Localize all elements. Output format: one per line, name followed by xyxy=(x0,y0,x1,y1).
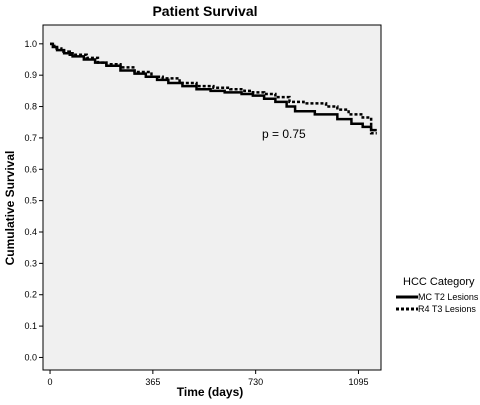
x-tick-label: 365 xyxy=(145,377,160,387)
x-axis-ticks: 0 365 730 1095 xyxy=(48,370,368,387)
chart-title: Patient Survival xyxy=(152,3,257,19)
series-lines xyxy=(50,42,377,135)
legend-label-mc-t2: MC T2 Lesions xyxy=(418,292,479,302)
y-tick-label: 0.5 xyxy=(24,196,37,206)
y-tick-label: 0.2 xyxy=(24,290,37,300)
series-line-mc-t2 xyxy=(50,42,377,132)
y-tick-label: 0.4 xyxy=(24,227,37,237)
y-tick-label: 0.7 xyxy=(24,133,37,143)
y-tick-label: 0.9 xyxy=(24,70,37,80)
y-tick-label: 0.0 xyxy=(24,352,37,362)
y-tick-label: 0.3 xyxy=(24,258,37,268)
x-tick-label: 0 xyxy=(48,377,53,387)
plot-area xyxy=(42,24,382,371)
legend: HCC Category MC T2 Lesions R4 T3 Lesions xyxy=(396,276,479,314)
x-axis-title: Time (days) xyxy=(177,385,243,399)
series-line-r4-t3 xyxy=(50,42,377,135)
y-axis-ticks: 0.0 0.1 0.2 0.3 0.4 0.5 0.6 0.7 0.8 0.9 1.0 xyxy=(24,39,43,362)
y-tick-label: 0.6 xyxy=(24,164,37,174)
x-tick-label: 730 xyxy=(248,377,263,387)
legend-title: HCC Category xyxy=(403,276,475,288)
y-tick-label: 0.8 xyxy=(24,102,37,112)
legend-label-r4-t3: R4 T3 Lesions xyxy=(418,304,476,314)
x-tick-label: 1095 xyxy=(348,377,368,387)
p-value-annotation: p = 0.75 xyxy=(262,127,306,141)
y-axis-title: Cumulative Survival xyxy=(3,151,17,266)
y-tick-label: 1.0 xyxy=(24,39,37,49)
y-tick-label: 0.1 xyxy=(24,321,37,331)
